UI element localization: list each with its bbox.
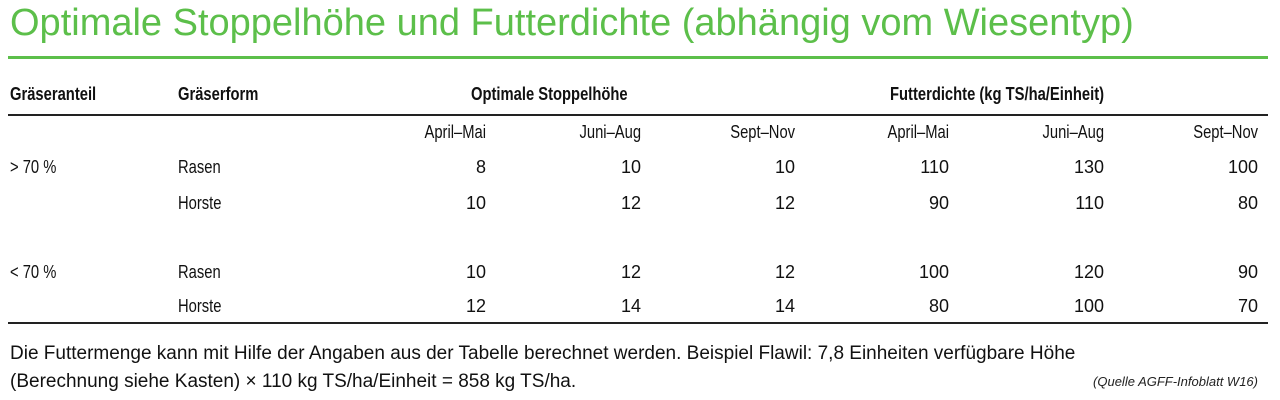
value-cell: 12 <box>620 193 641 213</box>
subheader-text: Juni–Aug <box>579 122 641 142</box>
anteil-text: < 70 % <box>10 262 57 282</box>
subheader-cell: Sept–Nov <box>675 122 795 143</box>
header-stoppelhoehe-wrap: Optimale Stoppelhöhe <box>471 84 662 105</box>
subheader-cell: Sept–Nov <box>1138 122 1258 143</box>
form-cell: Horste <box>178 296 231 317</box>
value-cell: 110 <box>1075 193 1104 213</box>
subheader-cell: April–Mai <box>829 122 949 143</box>
footnote-line-2: (Berechnung siehe Kasten) × 110 kg TS/ha… <box>10 371 577 392</box>
value-cell: 80 <box>1237 193 1258 213</box>
value-cell: 100 <box>1227 157 1258 177</box>
form-text: Rasen <box>178 262 221 282</box>
footnote: Die Futtermenge kann mit Hilfe der Angab… <box>10 340 1075 396</box>
value-cell: 10 <box>465 193 486 213</box>
value-cell: 10 <box>774 157 795 177</box>
header-rule <box>8 114 1268 116</box>
subheader-text: Sept–Nov <box>1193 122 1258 142</box>
header-stoppelhoehe: Optimale Stoppelhöhe <box>471 84 628 104</box>
subheader-cell: Juni–Aug <box>984 122 1104 143</box>
source-note: (Quelle AGFF-Infoblatt W16) <box>1093 374 1258 389</box>
header-graeserform: Gräserform <box>178 84 259 104</box>
value-cell: 14 <box>620 296 641 316</box>
value-cell: 70 <box>1237 296 1258 316</box>
subheader-text: April–Mai <box>424 122 486 142</box>
table-bottom-rule <box>8 322 1268 324</box>
title-underline <box>8 56 1268 59</box>
form-text: Horste <box>178 296 222 316</box>
form-text: Horste <box>178 193 222 213</box>
value-cell: 14 <box>774 296 795 316</box>
form-cell: Rasen <box>178 157 230 178</box>
value-cell: 12 <box>465 296 486 316</box>
header-graeseranteil: Gräseranteil <box>10 84 97 104</box>
subheader-cell: April–Mai <box>366 122 486 143</box>
form-cell: Rasen <box>178 262 230 283</box>
value-cell: 90 <box>928 193 949 213</box>
subheader-text: Sept–Nov <box>730 122 795 142</box>
anteil-cell: < 70 % <box>10 262 67 283</box>
value-cell: 8 <box>475 157 486 177</box>
header-futterdichte: Futterdichte (kg TS/ha/Einheit) <box>890 84 1105 104</box>
value-cell: 10 <box>620 157 641 177</box>
value-cell: 80 <box>928 296 949 316</box>
subheader-cell: Juni–Aug <box>521 122 641 143</box>
value-cell: 100 <box>1073 296 1104 316</box>
subheader-text: Juni–Aug <box>1042 122 1104 142</box>
value-cell: 120 <box>1073 262 1104 282</box>
value-cell: 12 <box>774 193 795 213</box>
value-cell: 130 <box>1073 157 1104 177</box>
header-futterdichte-wrap: Futterdichte (kg TS/ha/Einheit) <box>890 84 1151 105</box>
anteil-text: > 70 % <box>10 157 57 177</box>
value-cell: 110 <box>920 157 949 177</box>
value-cell: 90 <box>1237 262 1258 282</box>
footnote-line-1: Die Futtermenge kann mit Hilfe der Angab… <box>10 343 1076 364</box>
value-cell: 100 <box>918 262 949 282</box>
header-graeserform-wrap: Gräserform <box>178 84 276 105</box>
form-text: Rasen <box>178 157 221 177</box>
form-cell: Horste <box>178 193 231 214</box>
value-cell: 12 <box>774 262 795 282</box>
value-cell: 12 <box>620 262 641 282</box>
anteil-cell: > 70 % <box>10 157 67 178</box>
value-cell: 10 <box>465 262 486 282</box>
page-title: Optimale Stoppelhöhe und Futterdichte (a… <box>10 2 1134 44</box>
subheader-text: April–Mai <box>887 122 949 142</box>
header-graeseranteil-wrap: Gräseranteil <box>10 84 115 105</box>
